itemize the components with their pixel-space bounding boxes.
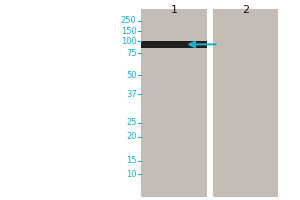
Text: 25: 25 [126,118,136,127]
Text: 150: 150 [121,27,136,36]
Text: 75: 75 [126,49,136,58]
Bar [213,9,278,197]
Bar [141,9,207,197]
Text: 1: 1 [170,5,177,15]
Text: 20: 20 [126,132,136,141]
Text: 15: 15 [126,156,136,165]
Text: 2: 2 [242,5,249,15]
Text: 250: 250 [121,16,136,25]
Text: 50: 50 [126,71,136,80]
Text: 100: 100 [121,37,136,46]
Text: 37: 37 [126,90,136,99]
Text: 10: 10 [126,170,136,179]
Bar [141,41,207,48]
